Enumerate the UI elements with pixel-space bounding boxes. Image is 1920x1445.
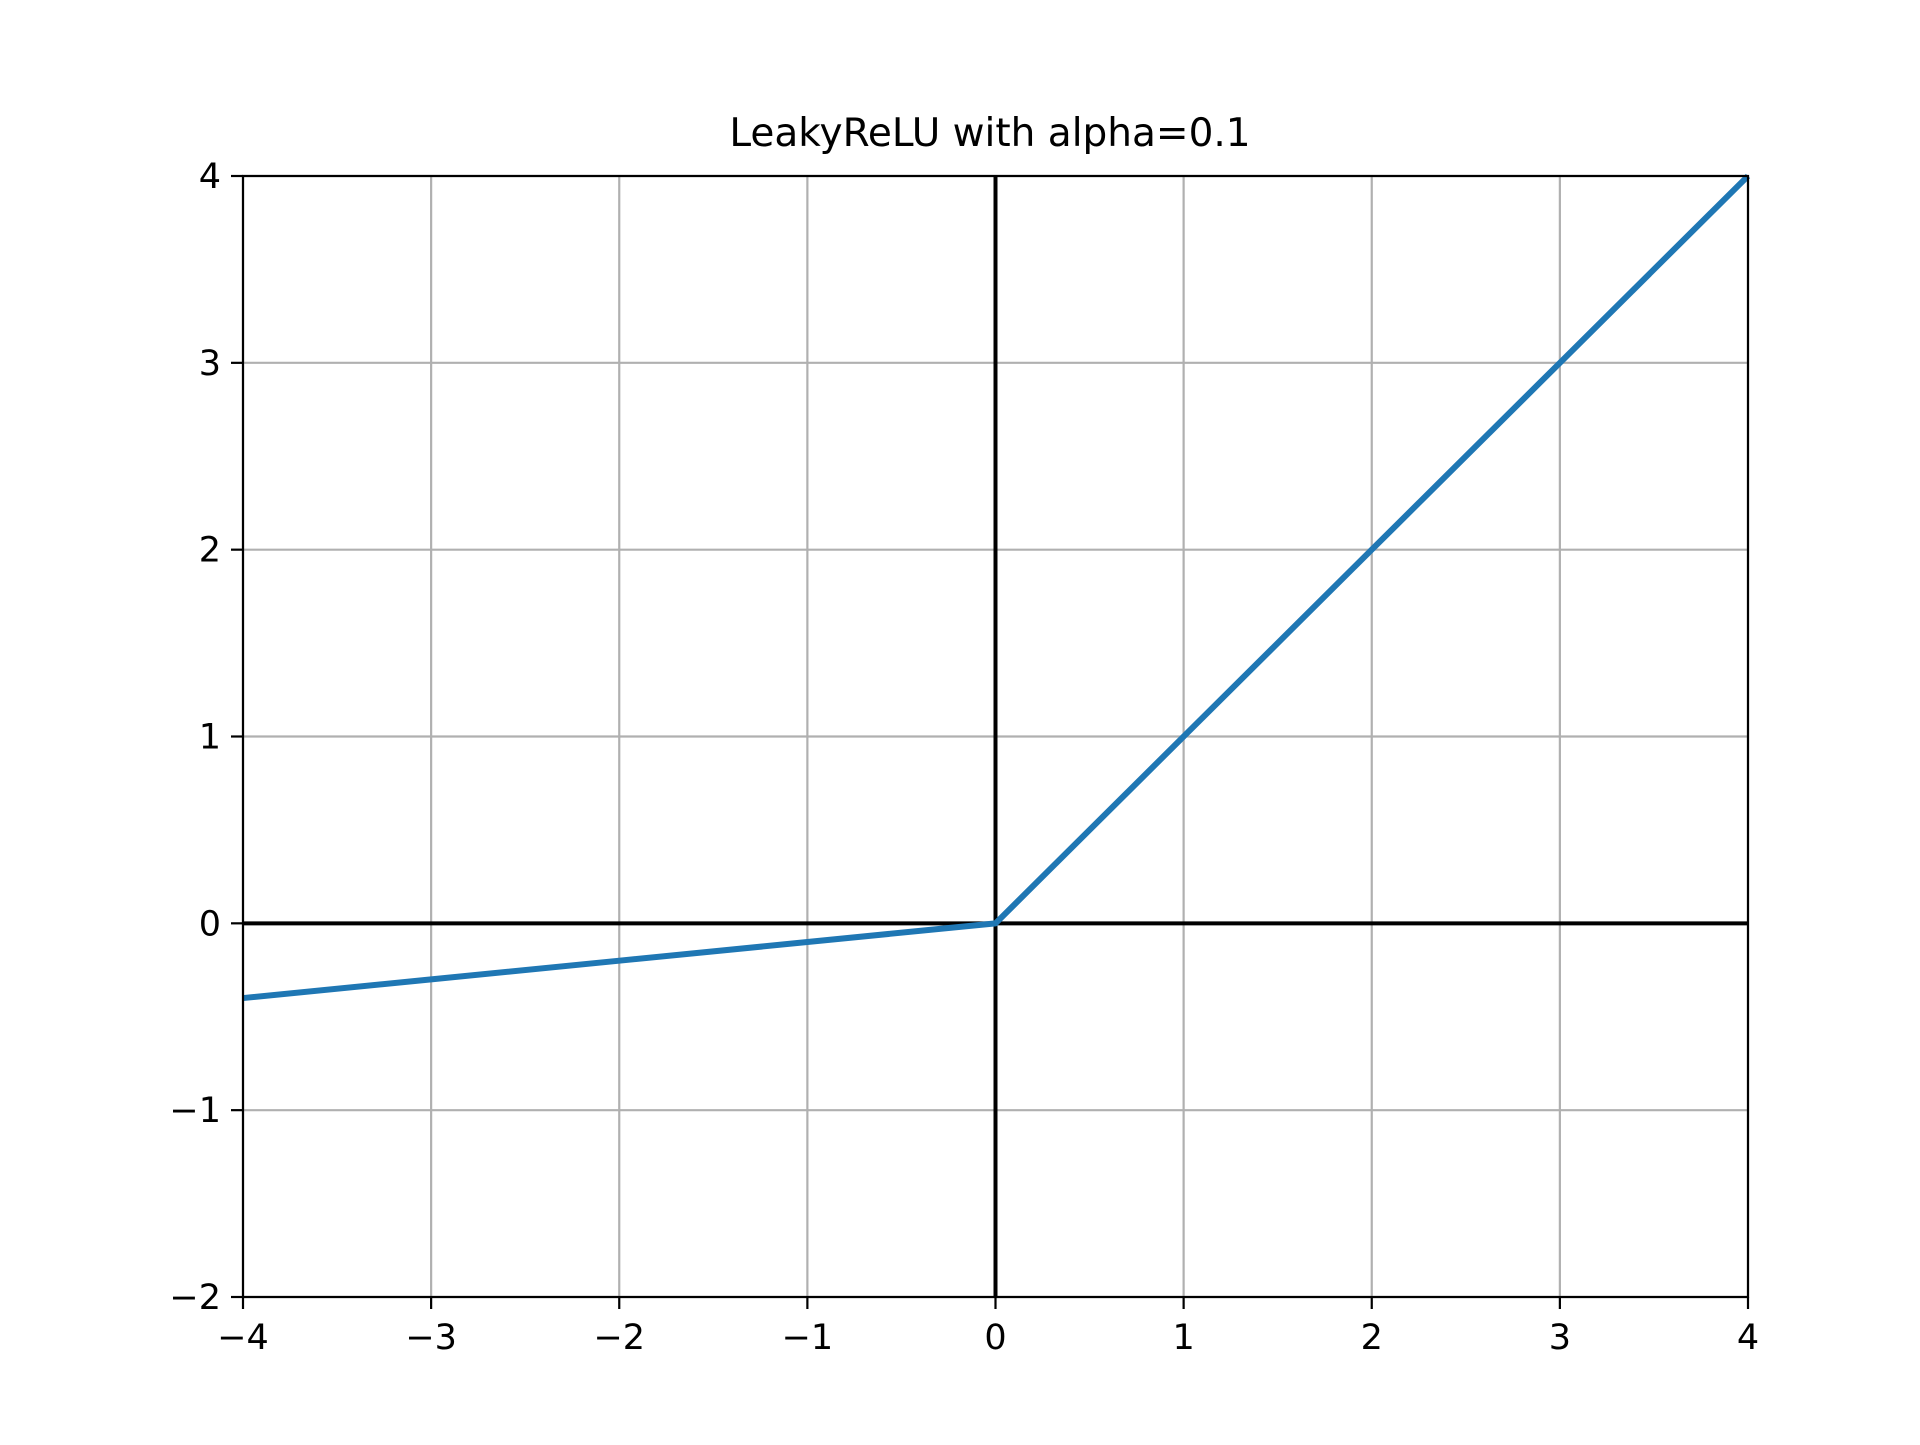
x-tick-label: −2	[593, 1318, 645, 1358]
x-tick-label: 1	[1172, 1318, 1194, 1358]
x-tick-label: −4	[217, 1318, 269, 1358]
y-tick-label: 1	[199, 718, 221, 758]
x-tick-label: 2	[1361, 1318, 1383, 1358]
y-tick-label: −1	[169, 1091, 221, 1131]
x-tick-label: −1	[782, 1318, 834, 1358]
y-tick-label: 0	[199, 904, 221, 944]
x-tick-label: 3	[1549, 1318, 1571, 1358]
x-axis-ticks: −4 −3 −2 −1 0 1 2 3 4	[217, 1297, 1759, 1358]
y-tick-label: 4	[199, 157, 221, 197]
y-tick-label: −2	[169, 1278, 221, 1318]
y-tick-label: 2	[199, 531, 221, 571]
chart-title: LeakyReLU with alpha=0.1	[729, 111, 1250, 156]
x-tick-label: 0	[984, 1318, 1006, 1358]
x-tick-label: −3	[405, 1318, 457, 1358]
series-line-leakyrelu	[242, 173, 1751, 1002]
y-tick-label: 3	[199, 344, 221, 384]
series-layer	[242, 173, 1751, 1002]
y-axis-ticks: −2 −1 0 1 2 3 4	[169, 157, 243, 1318]
x-tick-label: 4	[1737, 1318, 1759, 1358]
